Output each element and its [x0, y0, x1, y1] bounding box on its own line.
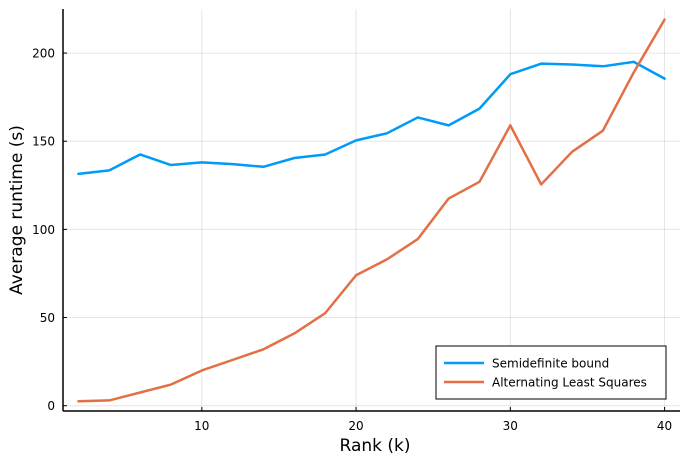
legend-label-semidefinite-bound: Semidefinite bound	[492, 357, 609, 371]
x-tick-label: 10	[194, 419, 209, 433]
series-layer	[77, 18, 666, 403]
x-tick-label: 30	[503, 419, 518, 433]
y-tick-label: 50	[40, 311, 55, 325]
x-tick-label: 40	[657, 419, 672, 433]
y-tick-label: 150	[32, 135, 55, 149]
legend-label-alternating-least-squares: Alternating Least Squares	[492, 376, 647, 390]
series-line-alternating-least-squares	[77, 18, 666, 403]
legend-box	[435, 345, 667, 400]
legend: Semidefinite bound Alternating Least Squ…	[435, 345, 667, 400]
ticks: 10 20 30 40 0 50 100 150 200	[32, 47, 672, 433]
x-axis-title: Rank (k)	[340, 436, 411, 456]
x-tick-label: 20	[348, 419, 363, 433]
y-tick-label: 200	[32, 47, 55, 61]
y-tick-label: 100	[32, 223, 55, 237]
y-tick-label: 0	[47, 399, 55, 413]
axes	[62, 9, 680, 412]
series-line-semidefinite-bound	[77, 60, 666, 176]
y-axis-title: Average runtime (s)	[7, 125, 27, 295]
